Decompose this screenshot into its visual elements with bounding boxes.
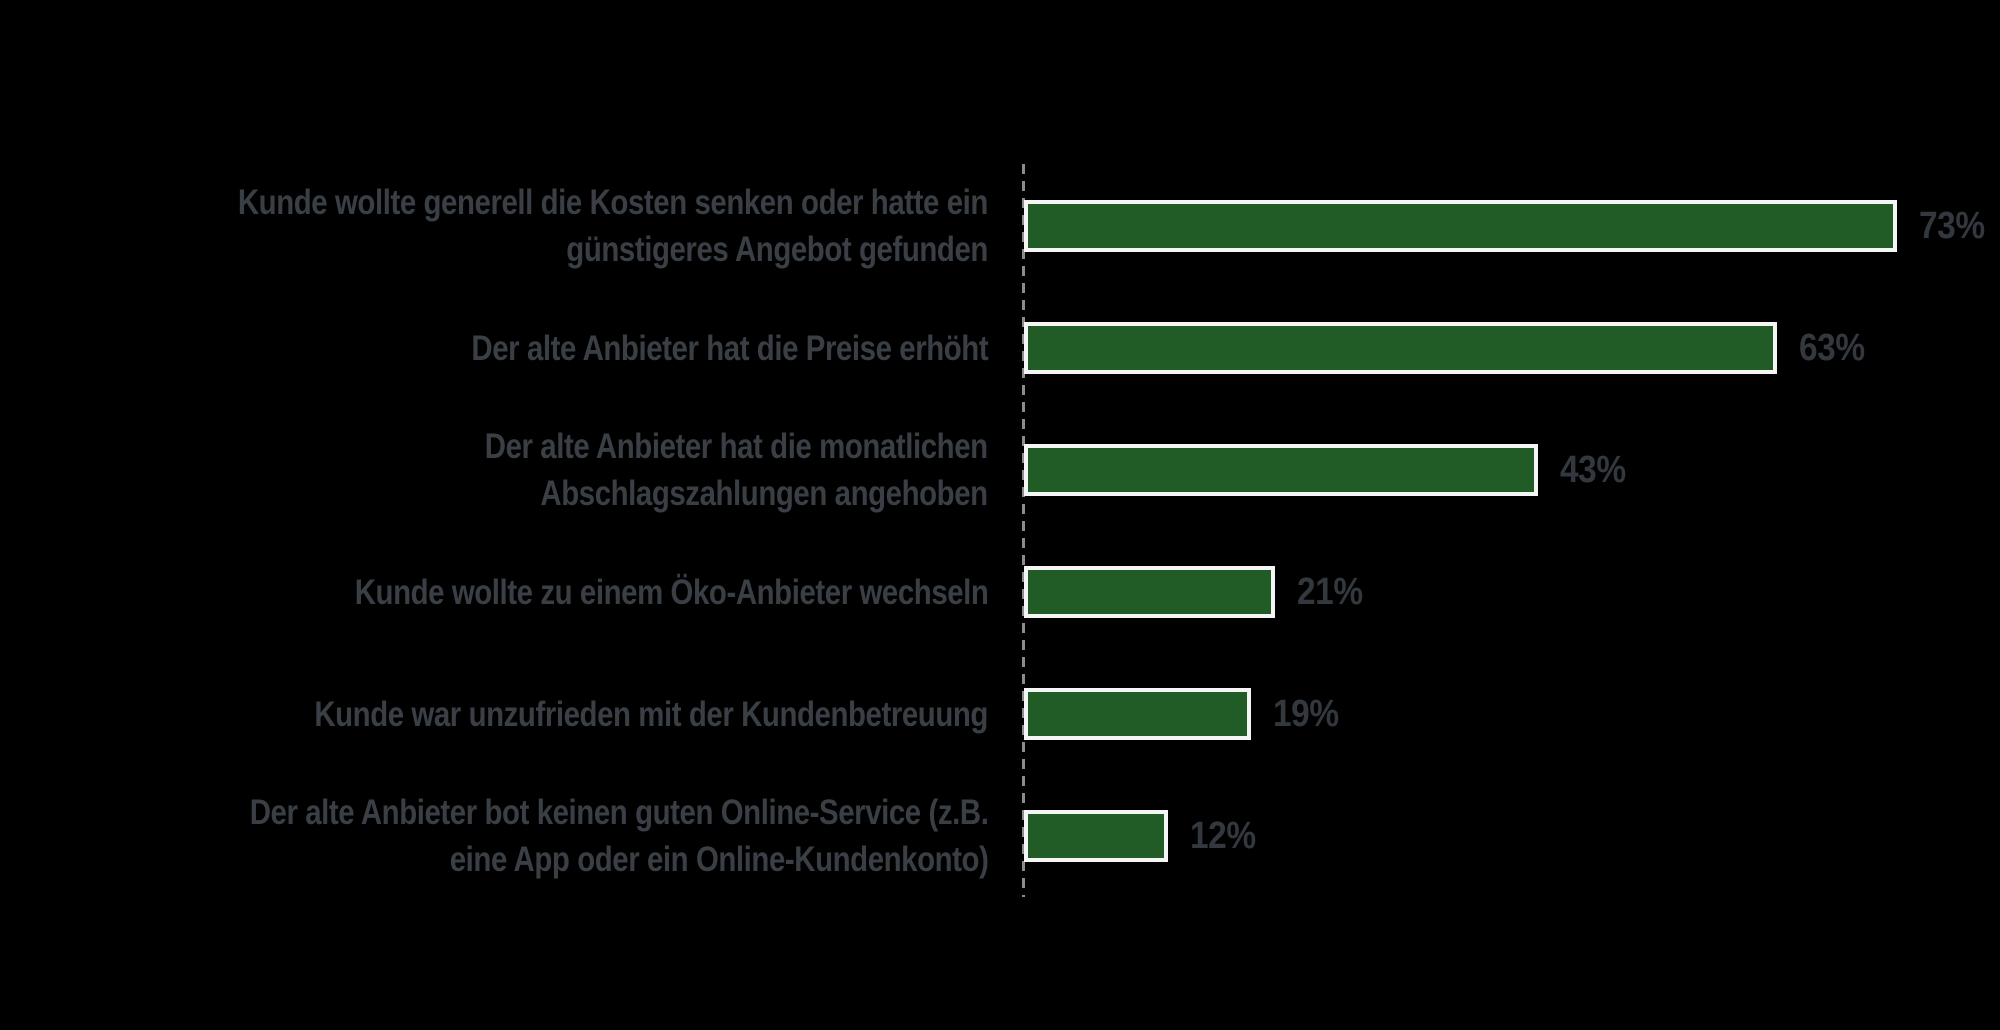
bar — [1024, 810, 1168, 862]
category-label: Der alte Anbieter hat die Preise erhöht — [471, 325, 988, 372]
category-label-line: Der alte Anbieter hat die Preise erhöht — [471, 328, 988, 368]
bar-value-label: 12% — [1190, 814, 1256, 857]
category-label-column: Der alte Anbieter hat die Preise erhöht — [0, 325, 1024, 372]
chart-row: Der alte Anbieter bot keinen guten Onlin… — [0, 775, 2000, 897]
bar-value-label: 21% — [1297, 570, 1363, 613]
category-label-column: Kunde wollte zu einem Öko-Anbieter wechs… — [0, 569, 1024, 616]
category-label-line: Abschlagszahlungen angehoben — [540, 474, 989, 513]
bar — [1024, 444, 1538, 496]
chart-row: Der alte Anbieter hat die monatlichen Abs… — [0, 409, 2000, 531]
bar-value-label: 19% — [1273, 692, 1339, 735]
bar-value-label: 73% — [1919, 204, 1985, 247]
category-label-line: Der alte Anbieter hat die monatlichen — [485, 427, 988, 466]
category-label-line: eine App oder ein Online-Kundenkonto) — [449, 840, 989, 879]
category-label-line: Der alte Anbieter bot keinen guten Onlin… — [249, 793, 988, 832]
chart-row: Kunde wollte generell die Kosten senken … — [0, 165, 2000, 287]
category-label-column: Kunde war unzufrieden mit der Kundenbetr… — [0, 691, 1024, 738]
bar — [1024, 688, 1251, 740]
category-label: Kunde war unzufrieden mit der Kundenbetr… — [314, 691, 988, 738]
bar-value-label: 43% — [1560, 448, 1626, 491]
category-label: Kunde wollte zu einem Öko-Anbieter wechs… — [354, 569, 988, 616]
bar — [1024, 322, 1777, 374]
bar — [1024, 566, 1275, 618]
category-label-line: Kunde wollte generell die Kosten senken … — [237, 183, 988, 222]
category-label-column: Der alte Anbieter hat die monatlichen Abs… — [0, 423, 1024, 517]
category-label: Kunde wollte generell die Kosten senken … — [238, 179, 988, 273]
category-label-line: Kunde wollte zu einem Öko-Anbieter wechs… — [354, 572, 988, 612]
category-label: Der alte Anbieter hat die monatlichen Abs… — [485, 423, 988, 517]
bar — [1024, 200, 1897, 252]
chart-row: Kunde war unzufrieden mit der Kundenbetr… — [0, 653, 2000, 775]
category-label-column: Kunde wollte generell die Kosten senken … — [0, 179, 1024, 273]
bar-value-label: 63% — [1799, 326, 1865, 369]
chart-rows: Kunde wollte generell die Kosten senken … — [0, 165, 2000, 897]
category-label: Der alte Anbieter bot keinen guten Onlin… — [249, 789, 988, 883]
chart-row: Kunde wollte zu einem Öko-Anbieter wechs… — [0, 531, 2000, 653]
category-label-column: Der alte Anbieter bot keinen guten Onlin… — [0, 789, 1024, 883]
category-label-line: günstigeres Angebot gefunden — [566, 230, 988, 269]
category-label-line: Kunde war unzufrieden mit der Kundenbetr… — [314, 694, 988, 734]
axis-baseline-dashed — [1022, 164, 1025, 897]
chart-row: Der alte Anbieter hat die Preise erhöht … — [0, 287, 2000, 409]
